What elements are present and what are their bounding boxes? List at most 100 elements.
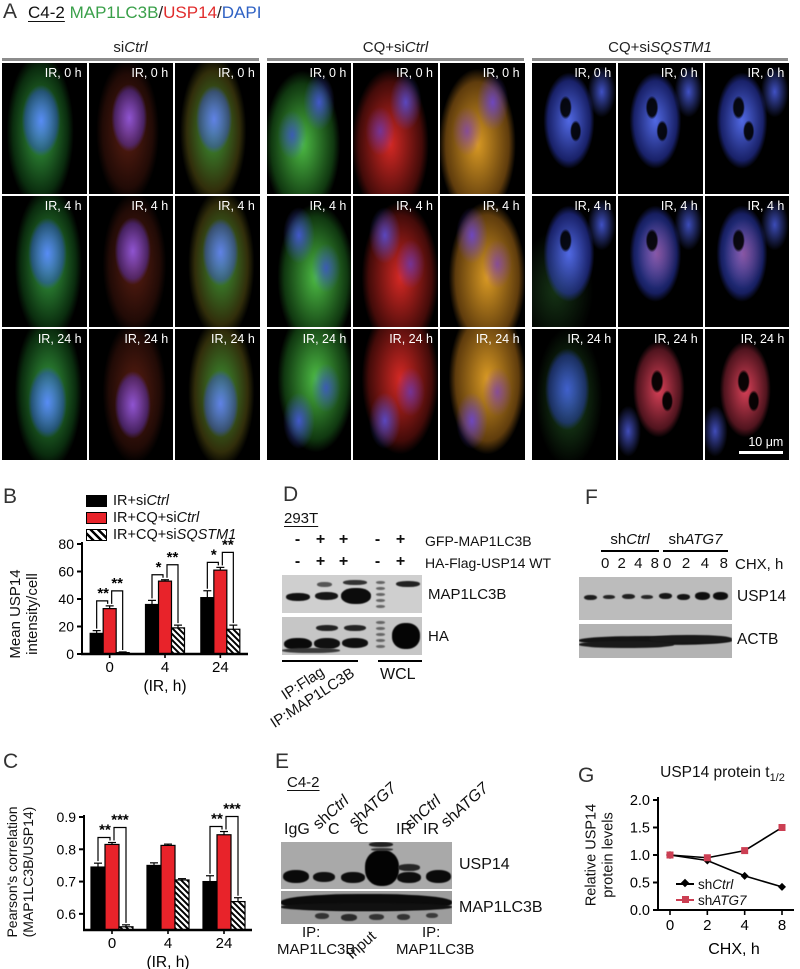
blot-band xyxy=(426,913,438,918)
ip-underline xyxy=(282,660,358,662)
blot-label-usp14: USP14 xyxy=(459,856,510,873)
group-underline xyxy=(2,58,259,61)
svg-text:1.5: 1.5 xyxy=(630,821,650,837)
micrograph-row: IR, 0 h IR, 0 h IR, 0 h IR, 0 h IR, 0 h IR, 0… xyxy=(2,63,790,194)
micrograph-time-label: IR, 0 h xyxy=(44,66,82,80)
micrograph-cell: IR, 4 h xyxy=(531,196,617,327)
treatment-row-2: - + + - + xyxy=(294,553,406,570)
legend-item-shctrl: shCtrl xyxy=(676,876,747,892)
panel-c-label: C xyxy=(3,750,19,773)
blot-band xyxy=(376,627,385,630)
diag-label-shatg7-2: shATG7 xyxy=(437,779,493,831)
group-label-shctrl: shCtrl xyxy=(610,531,650,548)
lane-label-c2: C xyxy=(357,821,369,838)
svg-text:20: 20 xyxy=(58,619,74,635)
panel-a-header: C4-2 MAP1LC3B/USP14/DAPI xyxy=(28,3,261,23)
micrograph-time-label: IR, 4 h xyxy=(396,199,433,213)
black-swatch xyxy=(86,494,107,507)
svg-text:4: 4 xyxy=(740,917,748,934)
micrograph-row: IR, 4 h IR, 4 h IR, 4 h IR, 4 h IR, 4 h IR, 4… xyxy=(2,196,790,327)
blot-band xyxy=(376,587,385,590)
micrograph-group: IR, 24 h IR, 24 h IR, 24 h 10 μm xyxy=(531,329,790,460)
micrograph-cell: IR, 0 h xyxy=(439,63,525,194)
micrograph-time-label: IR, 24 h xyxy=(37,332,82,346)
svg-text:*: * xyxy=(211,546,217,563)
line-chart-svg: 0.0 0.5 1.0 1.5 2.0 0 2 4 8 CHX, h xyxy=(630,793,794,958)
micrograph-time-label: IR, 4 h xyxy=(44,199,82,213)
ip-left-line2: MAP1LC3B xyxy=(277,941,356,958)
group-label-sictrl: siCtrl xyxy=(113,39,148,56)
blot-band xyxy=(622,594,635,599)
svg-text:40: 40 xyxy=(58,591,74,607)
svg-text:80: 80 xyxy=(58,536,74,552)
micrograph-time-label: IR, 4 h xyxy=(309,199,347,213)
micrograph-cell: IR, 4 h xyxy=(439,196,525,327)
blot-band xyxy=(695,592,710,600)
blot-band xyxy=(579,641,674,648)
blot-band xyxy=(344,625,366,631)
chart-g-ylabel: Relative USP14 protein levels xyxy=(583,803,616,907)
svg-text:0.9: 0.9 xyxy=(57,809,77,825)
micrograph-time-label: IR, 0 h xyxy=(747,66,785,80)
blot-band xyxy=(584,595,597,600)
micrograph-group: IR, 4 h IR, 4 h IR, 4 h xyxy=(266,196,525,327)
micrograph-cell: IR, 4 h xyxy=(266,196,352,327)
blot-band xyxy=(315,913,329,919)
wcl-underline xyxy=(378,660,422,662)
micrograph-time-label: IR, 0 h xyxy=(482,66,520,80)
svg-text:**: ** xyxy=(211,811,223,828)
svg-text:***: *** xyxy=(111,812,129,829)
micrograph-time-label: IR, 24 h xyxy=(567,332,612,346)
blot-band xyxy=(341,914,357,921)
micrograph-group: IR, 4 h IR, 4 h IR, 4 h xyxy=(2,196,260,327)
blot-band xyxy=(398,864,420,871)
micrograph-time-label: IR, 0 h xyxy=(217,66,255,80)
bar-chart-svg: ***** *****0.60.70.80.90 4 24(IR, h) xyxy=(57,801,252,969)
chx-unit-label: CHX, h xyxy=(735,556,784,573)
micrograph-time-label: IR, 24 h xyxy=(302,332,347,346)
blot-band xyxy=(371,848,393,851)
black-line-marker xyxy=(676,878,694,888)
blot-band xyxy=(649,635,732,643)
blot-band xyxy=(376,593,385,596)
svg-text:2: 2 xyxy=(703,917,711,934)
blot-band xyxy=(426,870,451,883)
blot-label-usp14-f: USP14 xyxy=(737,588,787,605)
scale-bar-text: 10 μm xyxy=(748,435,784,449)
red-line-marker xyxy=(676,896,694,903)
micrograph-cell: IR, 24 h 10 μm xyxy=(704,329,790,460)
svg-text:4: 4 xyxy=(161,659,169,676)
blot-label-map1lc3b: MAP1LC3B xyxy=(428,586,507,603)
scale-bar: 10 μm xyxy=(739,435,784,454)
blot-band xyxy=(376,599,385,602)
blot-band xyxy=(369,914,384,920)
svg-text:0.6: 0.6 xyxy=(57,906,77,922)
micrograph-cell: IR, 4 h xyxy=(88,196,174,327)
svg-text:**: ** xyxy=(111,575,123,592)
svg-text:*: * xyxy=(156,559,162,576)
micrograph-time-label: IR, 24 h xyxy=(211,332,255,346)
diag-label-shatg7-1: shATG7 xyxy=(345,779,401,831)
red-swatch xyxy=(86,511,107,524)
blot-band xyxy=(376,621,385,624)
group-underline xyxy=(532,58,788,61)
micrograph-cell: IR, 0 h xyxy=(88,63,174,194)
micrograph-group: IR, 0 h IR, 0 h IR, 0 h xyxy=(2,63,260,194)
square-marker xyxy=(682,896,689,903)
micrograph-group: IR, 0 h IR, 0 h IR, 0 h xyxy=(266,63,525,194)
scale-bar-line xyxy=(739,451,784,454)
micrograph-time-label: IR, 4 h xyxy=(482,199,520,213)
group-label-cq-sictrl: CQ+siCtrl xyxy=(362,39,429,56)
micrograph-time-label: IR, 4 h xyxy=(217,199,255,213)
svg-text:**: ** xyxy=(167,549,179,566)
micrograph-time-label: IR, 0 h xyxy=(309,66,347,80)
slash: / xyxy=(217,3,222,22)
ip-right-line1: IP: xyxy=(422,924,441,941)
blot-label-map1lc3b-e: MAP1LC3B xyxy=(459,899,543,916)
micrograph-group: IR, 24 h IR, 24 h IR, 24 h xyxy=(2,329,260,460)
micrograph-time-label: IR, 0 h xyxy=(574,66,612,80)
micrograph-cell: IR, 0 h xyxy=(531,63,617,194)
micrograph-cell: IR, 4 h xyxy=(618,196,703,327)
legend-item: IR+siCtrl xyxy=(86,492,236,509)
